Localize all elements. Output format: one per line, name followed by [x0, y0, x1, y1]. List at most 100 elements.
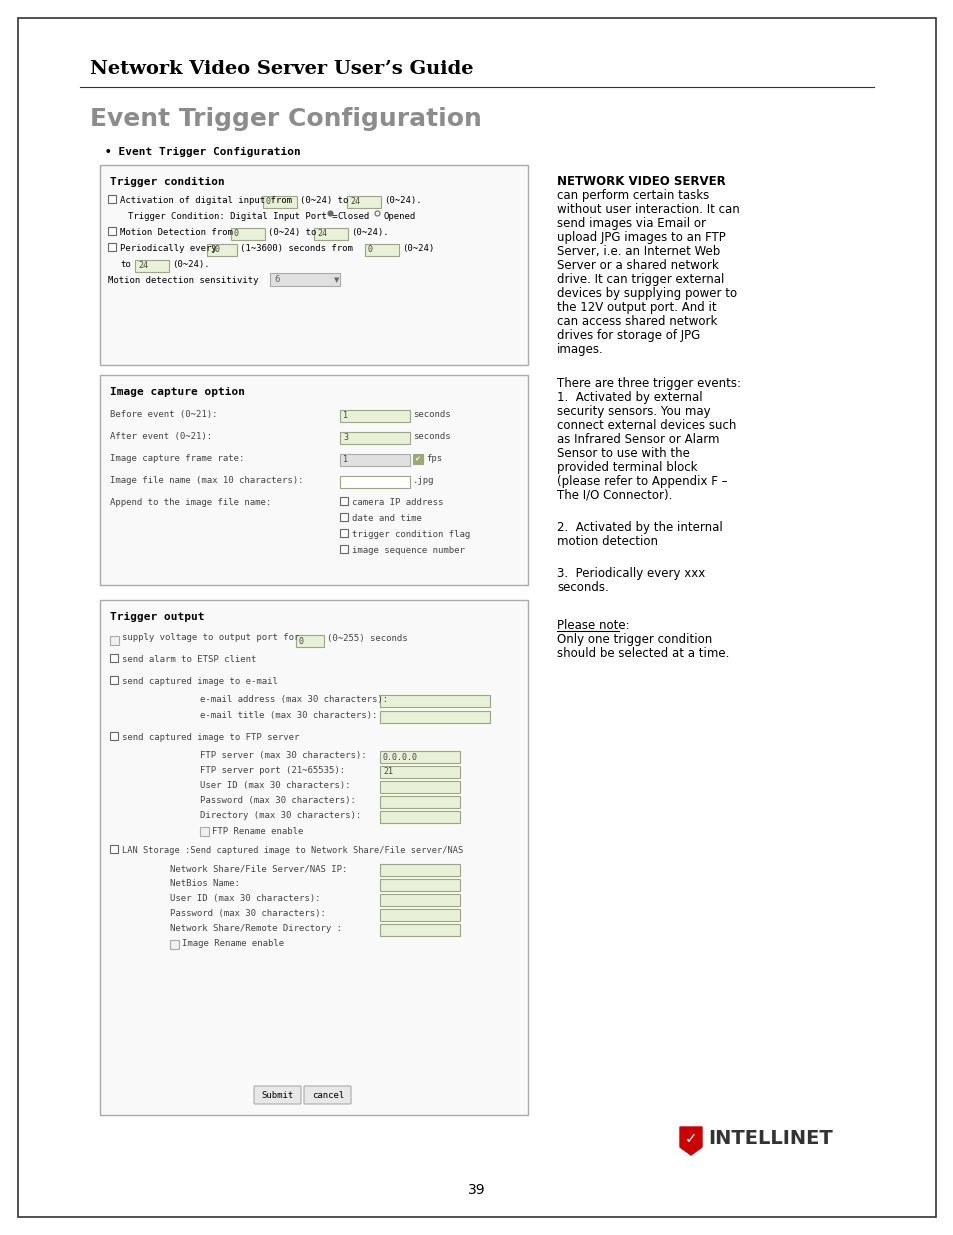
Text: (0~24) to: (0~24) to — [299, 196, 348, 205]
Text: Motion Detection from: Motion Detection from — [120, 228, 233, 237]
Bar — [413, 454, 422, 464]
Bar — [110, 655, 118, 662]
Bar — [379, 894, 459, 906]
Text: FTP server (max 30 characters):: FTP server (max 30 characters): — [200, 751, 366, 760]
Text: Image capture frame rate:: Image capture frame rate: — [110, 454, 244, 463]
Text: (0~24).: (0~24). — [172, 261, 210, 269]
Bar — [379, 864, 459, 876]
Text: as Infrared Sensor or Alarm: as Infrared Sensor or Alarm — [557, 433, 719, 446]
Text: Sensor to use with the: Sensor to use with the — [557, 447, 689, 459]
Bar — [379, 766, 459, 778]
Text: Append to the image file name:: Append to the image file name: — [110, 498, 271, 508]
Bar — [110, 676, 118, 684]
Text: should be selected at a time.: should be selected at a time. — [557, 647, 729, 659]
Bar — [110, 636, 119, 645]
Text: 24: 24 — [316, 230, 327, 238]
Text: connect external devices such: connect external devices such — [557, 419, 736, 432]
Bar — [108, 227, 116, 235]
Text: (0~24) to: (0~24) to — [268, 228, 316, 237]
Text: Network Video Server User’s Guide: Network Video Server User’s Guide — [90, 61, 473, 78]
Text: devices by supplying power to: devices by supplying power to — [557, 287, 737, 300]
Bar — [379, 909, 459, 921]
Text: .jpg: .jpg — [413, 475, 434, 485]
Bar — [379, 924, 459, 936]
Text: the 12V output port. And it: the 12V output port. And it — [557, 301, 716, 314]
Text: (0~255) seconds: (0~255) seconds — [327, 634, 407, 642]
Bar — [170, 940, 179, 948]
Text: 0.0.0.0: 0.0.0.0 — [382, 752, 417, 762]
Text: 1: 1 — [343, 411, 348, 420]
Text: send captured image to e-mail: send captured image to e-mail — [122, 677, 277, 685]
Text: camera IP address: camera IP address — [352, 498, 443, 508]
Text: Image Rename enable: Image Rename enable — [182, 940, 284, 948]
Text: • Event Trigger Configuration: • Event Trigger Configuration — [105, 147, 300, 157]
Text: (0~24): (0~24) — [401, 245, 434, 253]
Text: Event Trigger Configuration: Event Trigger Configuration — [90, 107, 481, 131]
Text: without user interaction. It can: without user interaction. It can — [557, 203, 739, 216]
Text: ✓: ✓ — [684, 1131, 697, 1146]
Text: FTP Rename enable: FTP Rename enable — [212, 826, 303, 836]
Text: Password (max 30 characters):: Password (max 30 characters): — [170, 909, 326, 918]
Text: Server or a shared network: Server or a shared network — [557, 259, 718, 272]
Text: can perform certain tasks: can perform certain tasks — [557, 189, 708, 203]
Text: FTP server port (21~65535):: FTP server port (21~65535): — [200, 766, 345, 776]
Text: (1~3600) seconds from: (1~3600) seconds from — [240, 245, 353, 253]
Bar — [379, 751, 459, 763]
Bar — [379, 711, 490, 722]
FancyBboxPatch shape — [100, 165, 527, 366]
Text: Periodically every: Periodically every — [120, 245, 216, 253]
Bar — [379, 695, 490, 706]
Circle shape — [375, 211, 379, 216]
Text: trigger condition flag: trigger condition flag — [352, 530, 470, 538]
Text: The I/O Connector).: The I/O Connector). — [557, 489, 672, 501]
Text: 1: 1 — [343, 456, 348, 464]
Text: Image file name (max 10 characters):: Image file name (max 10 characters): — [110, 475, 303, 485]
Text: Trigger output: Trigger output — [110, 613, 204, 622]
Text: Network Share/Remote Directory :: Network Share/Remote Directory : — [170, 924, 341, 932]
Bar — [347, 196, 380, 207]
Bar — [339, 454, 410, 466]
Text: 21: 21 — [382, 767, 393, 777]
Bar — [379, 797, 459, 808]
Text: images.: images. — [557, 343, 603, 356]
Text: date and time: date and time — [352, 514, 421, 522]
Bar — [339, 513, 348, 521]
Bar — [110, 732, 118, 740]
Text: seconds: seconds — [413, 432, 450, 441]
Text: Directory (max 30 characters):: Directory (max 30 characters): — [200, 811, 361, 820]
Text: 30: 30 — [210, 246, 220, 254]
Text: (please refer to Appendix F –: (please refer to Appendix F – — [557, 475, 727, 488]
Text: 0: 0 — [233, 230, 239, 238]
Bar — [379, 879, 459, 890]
Text: 1.  Activated by external: 1. Activated by external — [557, 391, 702, 404]
Text: Server, i.e. an Internet Web: Server, i.e. an Internet Web — [557, 245, 720, 258]
Bar — [110, 845, 118, 853]
Text: Activation of digital input from: Activation of digital input from — [120, 196, 292, 205]
Text: Before event (0~21):: Before event (0~21): — [110, 410, 217, 419]
Text: e-mail title (max 30 characters):: e-mail title (max 30 characters): — [200, 711, 377, 720]
Text: cancel: cancel — [312, 1091, 344, 1099]
Text: Image capture option: Image capture option — [110, 387, 245, 396]
Bar — [379, 811, 459, 823]
Text: LAN Storage :Send captured image to Network Share/File server/NAS: LAN Storage :Send captured image to Netw… — [122, 846, 463, 855]
Text: NetBios Name:: NetBios Name: — [170, 879, 239, 888]
Text: seconds.: seconds. — [557, 580, 608, 594]
Text: security sensors. You may: security sensors. You may — [557, 405, 710, 417]
Bar — [295, 635, 324, 647]
Text: Closed: Closed — [336, 212, 369, 221]
Text: 24: 24 — [138, 262, 148, 270]
Text: User ID (max 30 characters):: User ID (max 30 characters): — [200, 781, 350, 790]
Text: Password (max 30 characters):: Password (max 30 characters): — [200, 797, 355, 805]
Text: Opened: Opened — [384, 212, 416, 221]
Text: send captured image to FTP server: send captured image to FTP server — [122, 734, 299, 742]
Text: 24: 24 — [350, 198, 359, 206]
Text: INTELLINET: INTELLINET — [707, 1130, 832, 1149]
FancyBboxPatch shape — [304, 1086, 351, 1104]
Text: After event (0~21):: After event (0~21): — [110, 432, 212, 441]
Text: User ID (max 30 characters):: User ID (max 30 characters): — [170, 894, 320, 903]
Text: fps: fps — [426, 454, 441, 463]
Bar — [231, 228, 265, 240]
Bar — [200, 827, 209, 836]
Text: to: to — [120, 261, 131, 269]
Bar — [339, 545, 348, 553]
